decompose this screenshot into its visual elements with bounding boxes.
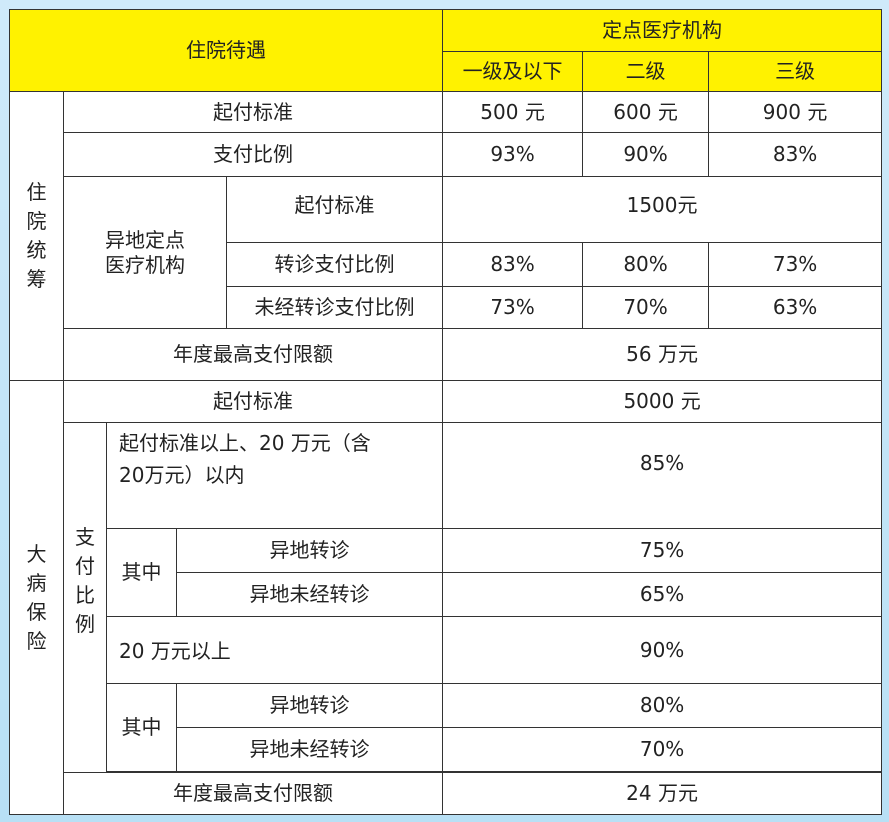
critical-deductible-value: 5000 元 (442, 380, 883, 423)
tier1-remote-referral-value: 75% (442, 528, 883, 573)
remote-deductible-value: 1500元 (442, 176, 883, 243)
hospital-deductible-l3: 900 元 (708, 91, 883, 133)
remote-no-referral-l2: 70% (582, 286, 710, 329)
tier1-remote-no-referral-value: 65% (442, 572, 883, 617)
header-level2: 二级 (582, 51, 710, 92)
remote-no-referral-l1: 73% (442, 286, 584, 329)
header-level1: 一级及以下 (442, 51, 584, 92)
tier2-remote-no-referral-label: 异地未经转诊 (175, 727, 444, 772)
hospital-annual-limit-value: 56 万元 (442, 328, 883, 381)
hospital-benefits-table: 住院待遇 定点医疗机构 一级及以下 二级 三级 住 院 统 筹 起付标准 500… (8, 9, 883, 815)
remote-referral-l2: 80% (582, 242, 710, 287)
remote-referral-label: 转诊支付比例 (225, 242, 444, 287)
remote-no-referral-label: 未经转诊支付比例 (225, 286, 444, 329)
critical-section-label: 大 病 保 险 (9, 380, 64, 815)
hospital-pay-ratio-l2: 90% (582, 132, 710, 177)
remote-institutions-label: 异地定点 医疗机构 (63, 176, 227, 329)
critical-annual-limit-label: 年度最高支付限额 (62, 772, 444, 815)
tier2-label: 20 万元以上 (105, 616, 444, 684)
hospital-pay-ratio-label: 支付比例 (62, 132, 444, 177)
hospital-deductible-label: 起付标准 (62, 91, 444, 133)
tier1-remote-no-referral-label: 异地未经转诊 (175, 572, 444, 617)
remote-referral-l1: 83% (442, 242, 584, 287)
critical-deductible-label: 起付标准 (62, 380, 444, 423)
tier1-label: 起付标准以上、20 万元（含 20万元）以内 (105, 422, 444, 529)
critical-pay-ratio-label: 支 付 比 例 (63, 422, 107, 773)
tier2-remote-referral-value: 80% (442, 683, 883, 728)
header-title: 住院待遇 (8, 9, 444, 92)
hospital-annual-limit-label: 年度最高支付限额 (62, 328, 444, 381)
tier2-remote-no-referral-value: 70% (442, 727, 883, 772)
hospital-deductible-l1: 500 元 (442, 91, 584, 133)
tier1-remote-referral-label: 异地转诊 (175, 528, 444, 573)
remote-referral-l3: 73% (708, 242, 883, 287)
header-institutions: 定点医疗机构 (442, 9, 883, 52)
hospital-pay-ratio-l3: 83% (708, 132, 883, 177)
tier1-value: 85% (442, 422, 883, 529)
header-level3: 三级 (708, 51, 883, 92)
hospital-section-label: 住 院 统 筹 (9, 91, 64, 381)
hospital-pay-ratio-l1: 93% (442, 132, 584, 177)
tier1-of-which: 其中 (106, 528, 177, 617)
tier2-of-which: 其中 (106, 683, 177, 772)
hospital-deductible-l2: 600 元 (582, 91, 710, 133)
remote-deductible-label: 起付标准 (225, 176, 444, 243)
tier2-remote-referral-label: 异地转诊 (175, 683, 444, 728)
remote-no-referral-l3: 63% (708, 286, 883, 329)
critical-annual-limit-value: 24 万元 (442, 772, 883, 815)
tier2-value: 90% (442, 616, 883, 684)
